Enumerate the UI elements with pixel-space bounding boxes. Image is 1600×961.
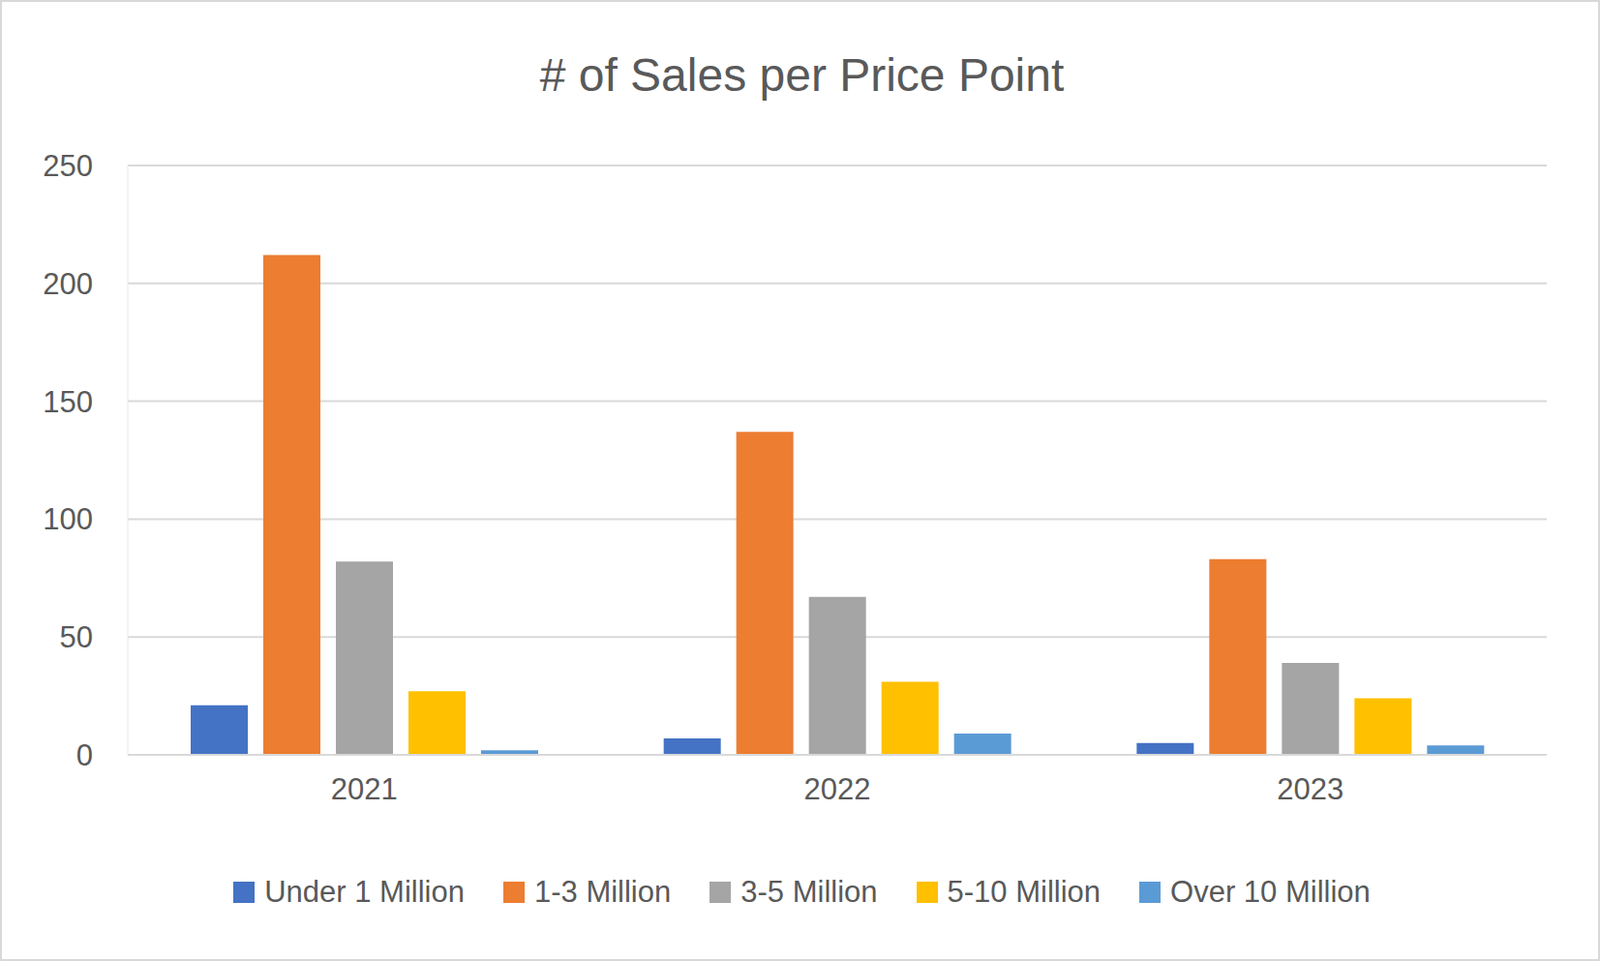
html-text:Under 1 Million: Under 1 Million bbox=[264, 875, 465, 909]
svg-text:250: 250 bbox=[42, 149, 93, 183]
svg-text:2022: 2022 bbox=[804, 772, 872, 807]
svg-text:0: 0 bbox=[76, 738, 93, 773]
svg-text:50: 50 bbox=[60, 620, 93, 655]
html-text:3-5 Million: 3-5 Million bbox=[740, 875, 878, 909]
svg-text:2021: 2021 bbox=[331, 772, 398, 807]
svg-text:200: 200 bbox=[42, 267, 93, 302]
svg-text:150: 150 bbox=[42, 385, 93, 420]
html-text:Over 10 Million: Over 10 Million bbox=[1170, 875, 1371, 909]
svg-text:100: 100 bbox=[42, 502, 93, 537]
html-text:# of Sales per Price Point: # of Sales per Price Point bbox=[539, 49, 1065, 101]
html-text:5-10 Million: 5-10 Million bbox=[947, 875, 1101, 909]
html-text:1-3 Million: 1-3 Million bbox=[534, 875, 672, 909]
svg-text:2023: 2023 bbox=[1276, 772, 1344, 807]
